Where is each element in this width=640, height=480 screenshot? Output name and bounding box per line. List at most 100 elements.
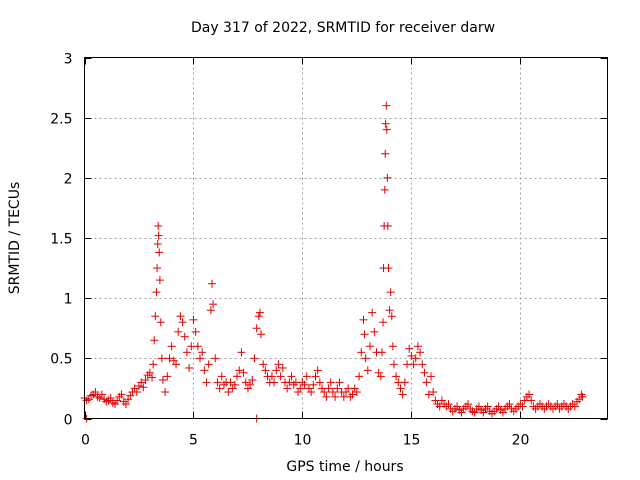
- data-point: [304, 384, 313, 393]
- data-point: [228, 384, 237, 393]
- x-axis-label: GPS time / hours: [286, 459, 403, 475]
- data-point: [204, 360, 213, 369]
- data-point: [163, 372, 172, 381]
- data-point: [313, 366, 322, 375]
- data-point: [527, 396, 536, 405]
- y-tick-label: 1: [64, 292, 73, 308]
- data-point: [153, 240, 162, 249]
- data-point: [357, 348, 366, 357]
- data-point: [167, 342, 176, 351]
- data-point: [155, 248, 164, 257]
- y-tick-label: 2.5: [50, 112, 72, 128]
- data-point: [483, 402, 492, 411]
- data-point: [267, 372, 276, 381]
- data-point: [200, 366, 209, 375]
- data-point: [505, 400, 514, 409]
- data-point: [355, 372, 364, 381]
- data-point: [389, 360, 398, 369]
- data-point: [156, 318, 165, 327]
- data-point: [382, 101, 391, 110]
- data-point: [213, 378, 222, 387]
- data-point: [257, 330, 266, 339]
- data-point: [259, 360, 268, 369]
- data-point: [276, 372, 285, 381]
- data-point: [302, 372, 311, 381]
- data-point: [230, 380, 239, 389]
- data-point: [384, 264, 393, 273]
- data-point: [239, 368, 248, 377]
- data-point: [383, 221, 392, 230]
- plot-frame: [84, 57, 608, 419]
- data-point: [398, 390, 407, 399]
- data-point: [418, 360, 427, 369]
- data-point: [331, 392, 340, 401]
- data-point: [350, 384, 359, 393]
- data-point: [106, 394, 115, 403]
- data-point: [411, 354, 420, 363]
- data-point: [193, 342, 202, 351]
- data-point: [365, 342, 374, 351]
- data-point: [392, 372, 401, 381]
- data-point: [209, 300, 218, 309]
- data-point: [139, 383, 148, 392]
- data-point: [409, 360, 418, 369]
- x-tick-label: 15: [403, 433, 421, 449]
- data-point: [387, 312, 396, 321]
- data-point: [84, 395, 93, 404]
- data-point: [311, 372, 320, 381]
- data-point: [233, 372, 242, 381]
- data-point: [157, 354, 166, 363]
- data-point: [518, 402, 527, 411]
- data-point: [180, 332, 189, 341]
- data-point: [283, 384, 292, 393]
- data-point: [368, 308, 377, 317]
- data-point: [400, 378, 409, 387]
- data-point: [226, 378, 235, 387]
- data-point: [178, 318, 187, 327]
- data-point: [324, 384, 333, 393]
- x-tick-label: 5: [189, 433, 198, 449]
- data-point: [300, 380, 309, 389]
- data-point: [132, 388, 141, 397]
- data-point: [272, 366, 281, 375]
- chart-title: Day 317 of 2022, SRMTID for receiver dar…: [191, 20, 495, 36]
- data-point: [363, 366, 372, 375]
- data-point: [379, 318, 388, 327]
- data-point: [137, 378, 146, 387]
- data-point: [207, 279, 216, 288]
- data-point: [121, 400, 130, 409]
- data-point: [151, 312, 160, 321]
- data-point: [525, 390, 534, 399]
- data-point: [189, 315, 198, 324]
- data-point: [320, 388, 329, 397]
- data-point: [237, 348, 246, 357]
- data-point: [370, 327, 379, 336]
- data-point: [388, 342, 397, 351]
- y-tick-label: 0.5: [50, 352, 72, 368]
- data-point: [352, 388, 361, 397]
- data-point: [154, 221, 163, 230]
- data-point: [307, 388, 316, 397]
- data-point: [191, 327, 200, 336]
- data-point: [252, 324, 261, 333]
- data-point: [348, 390, 357, 399]
- axes: 0 0.5 1 1.5 2 2.5 3 0 5 10 15 20: [50, 52, 608, 449]
- data-point: [185, 363, 194, 372]
- data-point: [376, 372, 385, 381]
- data-point: [202, 378, 211, 387]
- data-point: [287, 372, 296, 381]
- data-point: [182, 348, 191, 357]
- data-point: [150, 336, 159, 345]
- data-point: [407, 351, 416, 360]
- data-point: [309, 380, 318, 389]
- data-point: [322, 392, 331, 401]
- data-point: [464, 400, 473, 409]
- data-point: [165, 354, 174, 363]
- data-point: [413, 342, 422, 351]
- data-point: [381, 119, 390, 128]
- data-point: [380, 185, 389, 194]
- data-point: [382, 125, 391, 134]
- data-point: [570, 402, 579, 411]
- data-point: [224, 388, 233, 397]
- data-point: [176, 312, 185, 321]
